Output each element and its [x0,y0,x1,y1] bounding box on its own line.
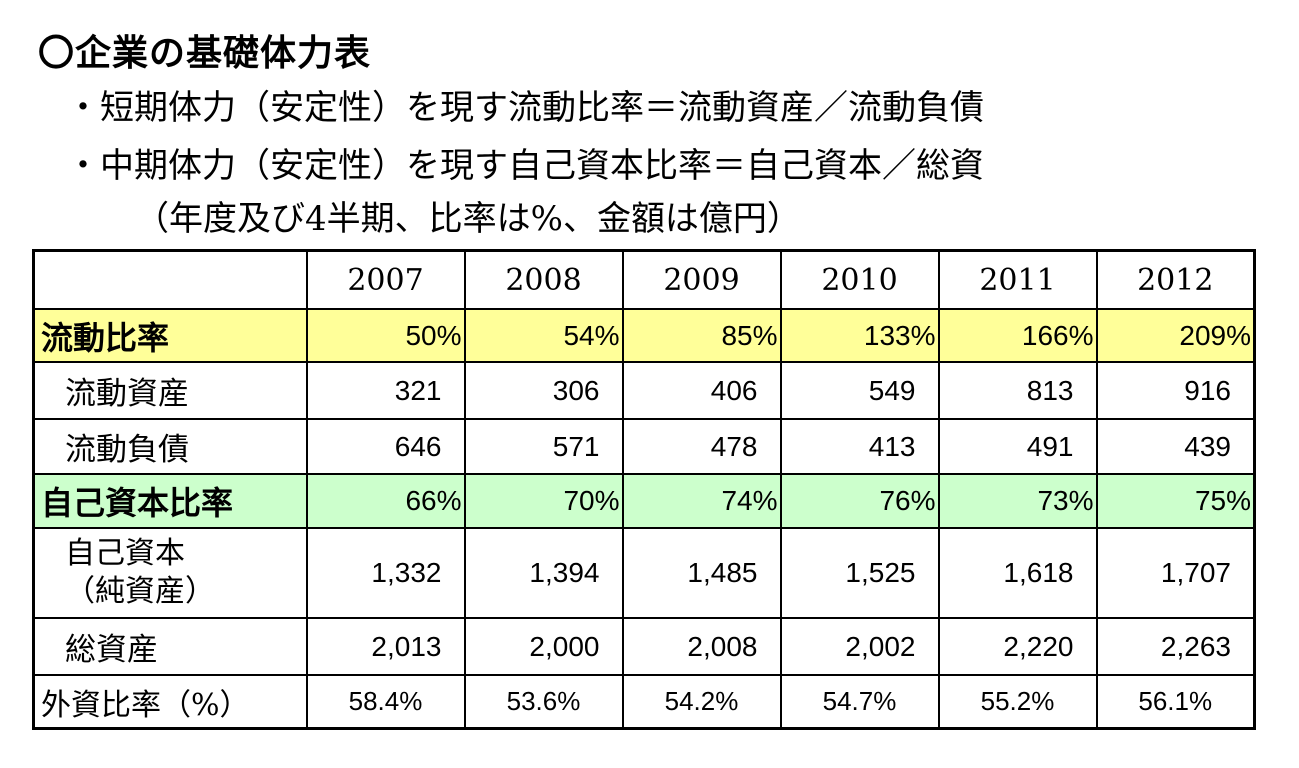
page-title: 〇企業の基礎体力表 [38,33,372,74]
table-cell: 1,707 [1095,527,1256,619]
bullet-current-ratio-definition: ・短期体力（安定性）を現す流動比率＝流動資産／流動負債 [66,88,984,128]
table-cell: 75% [1095,473,1256,529]
table-cell: 54.7% [779,674,940,730]
table-cell: 209% [1095,308,1256,363]
table-cell: 2,000 [463,617,624,676]
table-cell: 76% [779,473,940,529]
table-cell: 50% [305,308,466,363]
table-cell: 53.6% [463,674,624,730]
row-label-line: （純資産） [65,574,215,609]
header-row: 2007 2008 2009 2010 2011 2012 [32,249,1256,310]
table-cell: 439 [1095,418,1256,475]
table-cell: 133% [779,308,940,363]
table-cell: 74% [621,473,782,529]
table-cell: 55.2% [937,674,1098,730]
bullet-equity-ratio-definition: ・中期体力（安定性）を現す自己資本比率＝自己資本／総資 [66,146,984,186]
table-cell: 491 [937,418,1098,475]
year-header: 2011 [937,249,1098,310]
row-label: 流動比率 [32,308,308,363]
table-cell: 73% [937,473,1098,529]
table-cell: 646 [305,418,466,475]
table-cell: 1,394 [463,527,624,619]
table-cell: 2,220 [937,617,1098,676]
table-cell: 1,332 [305,527,466,619]
year-header: 2007 [305,249,466,310]
table-cell: 66% [305,473,466,529]
table-cell: 321 [305,361,466,420]
year-header: 2010 [779,249,940,310]
table-cell: 1,525 [779,527,940,619]
table-cell: 549 [779,361,940,420]
table-cell: 2,013 [305,617,466,676]
units-note: （年度及び4半期、比率は%、金額は億円） [135,199,801,239]
row-label: 自己資本 （純資産） [32,527,308,619]
table-cell: 571 [463,418,624,475]
financial-strength-table: 2007 2008 2009 2010 2011 2012 流動比率 50% 5… [32,249,1256,730]
row-label: 外資比率（%） [32,674,308,730]
row-label: 自己資本比率 [32,473,308,529]
table-cell: 54% [463,308,624,363]
table-cell: 2,002 [779,617,940,676]
table-cell: 813 [937,361,1098,420]
table-cell: 306 [463,361,624,420]
table-row-foreign-ratio: 外資比率（%） 58.4% 53.6% 54.2% 54.7% 55.2% 56… [32,674,1256,730]
table-row-equity: 自己資本 （純資産） 1,332 1,394 1,485 1,525 1,618… [32,527,1256,619]
table-cell: 413 [779,418,940,475]
row-label: 総資産 [32,617,308,676]
table-row-current-assets: 流動資産 321 306 406 549 813 916 [32,361,1256,420]
row-label: 流動資産 [32,361,308,420]
table-cell: 478 [621,418,782,475]
table-cell: 54.2% [621,674,782,730]
table-cell: 56.1% [1095,674,1256,730]
table-cell: 2,263 [1095,617,1256,676]
table-cell: 85% [621,308,782,363]
row-label: 流動負債 [32,418,308,475]
header-empty-cell [32,249,308,310]
year-header: 2012 [1095,249,1256,310]
table-cell: 2,008 [621,617,782,676]
row-label-line: 自己資本 [65,536,185,571]
year-header: 2008 [463,249,624,310]
table-cell: 1,485 [621,527,782,619]
table-cell: 166% [937,308,1098,363]
table-cell: 1,618 [937,527,1098,619]
table-row-total-assets: 総資産 2,013 2,000 2,008 2,002 2,220 2,263 [32,617,1256,676]
table-cell: 406 [621,361,782,420]
table-cell: 58.4% [305,674,466,730]
table-cell: 916 [1095,361,1256,420]
year-header: 2009 [621,249,782,310]
table-row-current-ratio: 流動比率 50% 54% 85% 133% 166% 209% [32,308,1256,363]
table-row-equity-ratio: 自己資本比率 66% 70% 74% 76% 73% 75% [32,473,1256,529]
table-cell: 70% [463,473,624,529]
table-row-current-liabilities: 流動負債 646 571 478 413 491 439 [32,418,1256,475]
